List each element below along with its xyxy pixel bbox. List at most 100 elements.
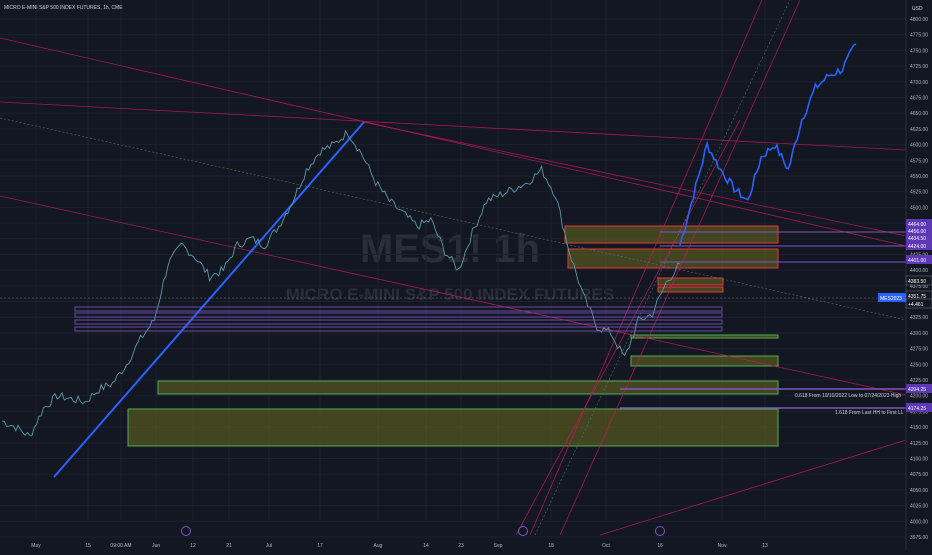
- y-tick-label: 4375.00: [910, 284, 928, 290]
- current-symbol-tag-bg: [878, 293, 906, 302]
- y-tick-label: 4675.00: [910, 95, 928, 101]
- price-tag-label: 4351.75: [908, 294, 926, 300]
- y-tick-label: 4775.00: [910, 33, 928, 39]
- price-tag[interactable]: +4.461: [905, 298, 932, 309]
- trend-line[interactable]: [599, 439, 907, 536]
- price-tag-bg: [905, 275, 932, 286]
- purple-level-band[interactable]: [74, 312, 723, 318]
- current-symbol-tag[interactable]: MES2023: [878, 293, 906, 302]
- y-tick-label: 4525.00: [910, 190, 928, 196]
- rally-trend-line[interactable]: [53, 121, 365, 478]
- price-tag-label: 4456.00: [908, 229, 926, 235]
- price-tag-label: 4204.25: [908, 387, 926, 393]
- price-tag-bg: [905, 298, 932, 309]
- current-symbol-tag-label: MES2023: [880, 296, 902, 302]
- price-tag[interactable]: 4204.25: [906, 384, 932, 393]
- price-tag-label: 4434.50: [908, 236, 926, 242]
- x-tick-label: Sep: [494, 543, 503, 549]
- x-tick-label: Jul: [266, 543, 272, 549]
- price-tag-bg: [906, 255, 932, 264]
- price-tag-label: 4401.00: [908, 258, 926, 264]
- price-tag-label: 4174.25: [908, 406, 926, 412]
- price-tag-label: 4383.50: [908, 279, 926, 285]
- support-zone-1[interactable]: [630, 334, 779, 339]
- x-tick-label: Nov: [718, 543, 727, 549]
- dashed-channel-midline[interactable]: [0, 117, 907, 321]
- event-icon-oct[interactable]: [655, 526, 665, 536]
- y-tick-label: 4500.00: [910, 205, 928, 211]
- resistance-zone-small-1[interactable]: [657, 277, 724, 286]
- trend-line[interactable]: [559, 0, 801, 536]
- x-tick-label: 23: [458, 543, 464, 549]
- y-tick-label: 4725.00: [910, 64, 928, 70]
- resistance-zone-small-2[interactable]: [657, 286, 724, 293]
- support-zone-2[interactable]: [630, 355, 779, 367]
- price-tag[interactable]: 4383.50: [905, 275, 932, 286]
- supply-zone-lower[interactable]: [567, 248, 779, 269]
- purple-level-band[interactable]: [74, 326, 723, 332]
- price-series-history[interactable]: [1, 129, 681, 437]
- price-series-projection[interactable]: [679, 43, 857, 246]
- x-tick-label: 14: [423, 543, 429, 549]
- y-tick-label: 4125.00: [910, 441, 928, 447]
- price-tag[interactable]: 4424.00: [906, 241, 932, 250]
- price-tag-label: 4424.00: [908, 244, 926, 250]
- price-tag-bg: [906, 226, 932, 235]
- x-tick-label: Jun: [152, 543, 160, 549]
- dashed-channel-line[interactable]: [534, 0, 791, 536]
- currency-label: USD: [912, 6, 923, 12]
- y-tick-label: 4625.00: [910, 127, 928, 133]
- price-tag[interactable]: 4351.75: [905, 290, 932, 301]
- y-tick-label: 4275.00: [910, 347, 928, 353]
- trend-line[interactable]: [0, 195, 907, 396]
- trend-line[interactable]: [0, 101, 907, 151]
- y-tick-label: 4750.00: [910, 48, 928, 54]
- y-tick-label: 4050.00: [910, 488, 928, 494]
- purple-level-band[interactable]: [74, 319, 723, 325]
- y-tick-label: 4550.00: [910, 174, 928, 180]
- price-tag-bg: [906, 403, 932, 412]
- y-tick-label: 4300.00: [910, 331, 928, 337]
- price-tag-bg: [906, 233, 932, 242]
- x-tick-label: 16: [657, 543, 663, 549]
- trend-line[interactable]: [529, 0, 763, 536]
- supply-zone-upper[interactable]: [564, 225, 779, 244]
- price-tag-bg: [906, 219, 932, 228]
- event-icon-sep[interactable]: [518, 526, 528, 536]
- y-tick-label: 4575.00: [910, 158, 928, 164]
- demand-zone-upper[interactable]: [157, 380, 779, 395]
- event-icon-jun[interactable]: [181, 526, 191, 536]
- trend-line[interactable]: [362, 121, 907, 237]
- chart-title: MICRO E-MINI S&P 500 INDEX FUTURES, 1h, …: [4, 5, 123, 11]
- price-tag-bg: [906, 384, 932, 393]
- fib-618-annotation: 0.618 From 10/10/2022 Low to 07/24/2023 …: [795, 393, 901, 399]
- x-tick-label: 09:00 AM: [110, 543, 131, 549]
- price-tag-label: +4.461: [908, 302, 924, 308]
- x-tick-label: 17: [317, 543, 323, 549]
- y-tick-label: 4200.00: [910, 394, 928, 400]
- y-tick-label: 4600.00: [910, 143, 928, 149]
- x-tick-label: Oct: [602, 543, 610, 549]
- y-tick-label: 4325.00: [910, 315, 928, 321]
- trend-line[interactable]: [0, 37, 907, 247]
- x-tick-label: 12: [190, 543, 196, 549]
- y-tick-label: 4250.00: [910, 362, 928, 368]
- demand-zone-lower[interactable]: [127, 408, 779, 447]
- price-tag[interactable]: 4456.00: [906, 226, 932, 235]
- price-tag[interactable]: 4401.00: [906, 255, 932, 264]
- y-tick-label: 4225.00: [910, 378, 928, 384]
- y-tick-label: 4100.00: [910, 457, 928, 463]
- price-tag[interactable]: 4434.50: [906, 233, 932, 242]
- price-tag[interactable]: 4464.00: [906, 219, 932, 228]
- watermark-symbol: MES1! 1h: [360, 227, 540, 271]
- y-tick-label: 4800.00: [910, 17, 928, 23]
- y-tick-label: 4150.00: [910, 425, 928, 431]
- x-tick-label: 18: [548, 543, 554, 549]
- x-tick-label: May: [31, 543, 41, 549]
- price-tag[interactable]: 4174.25: [906, 403, 932, 412]
- purple-level-band[interactable]: [74, 306, 723, 312]
- price-tag-bg: [906, 241, 932, 250]
